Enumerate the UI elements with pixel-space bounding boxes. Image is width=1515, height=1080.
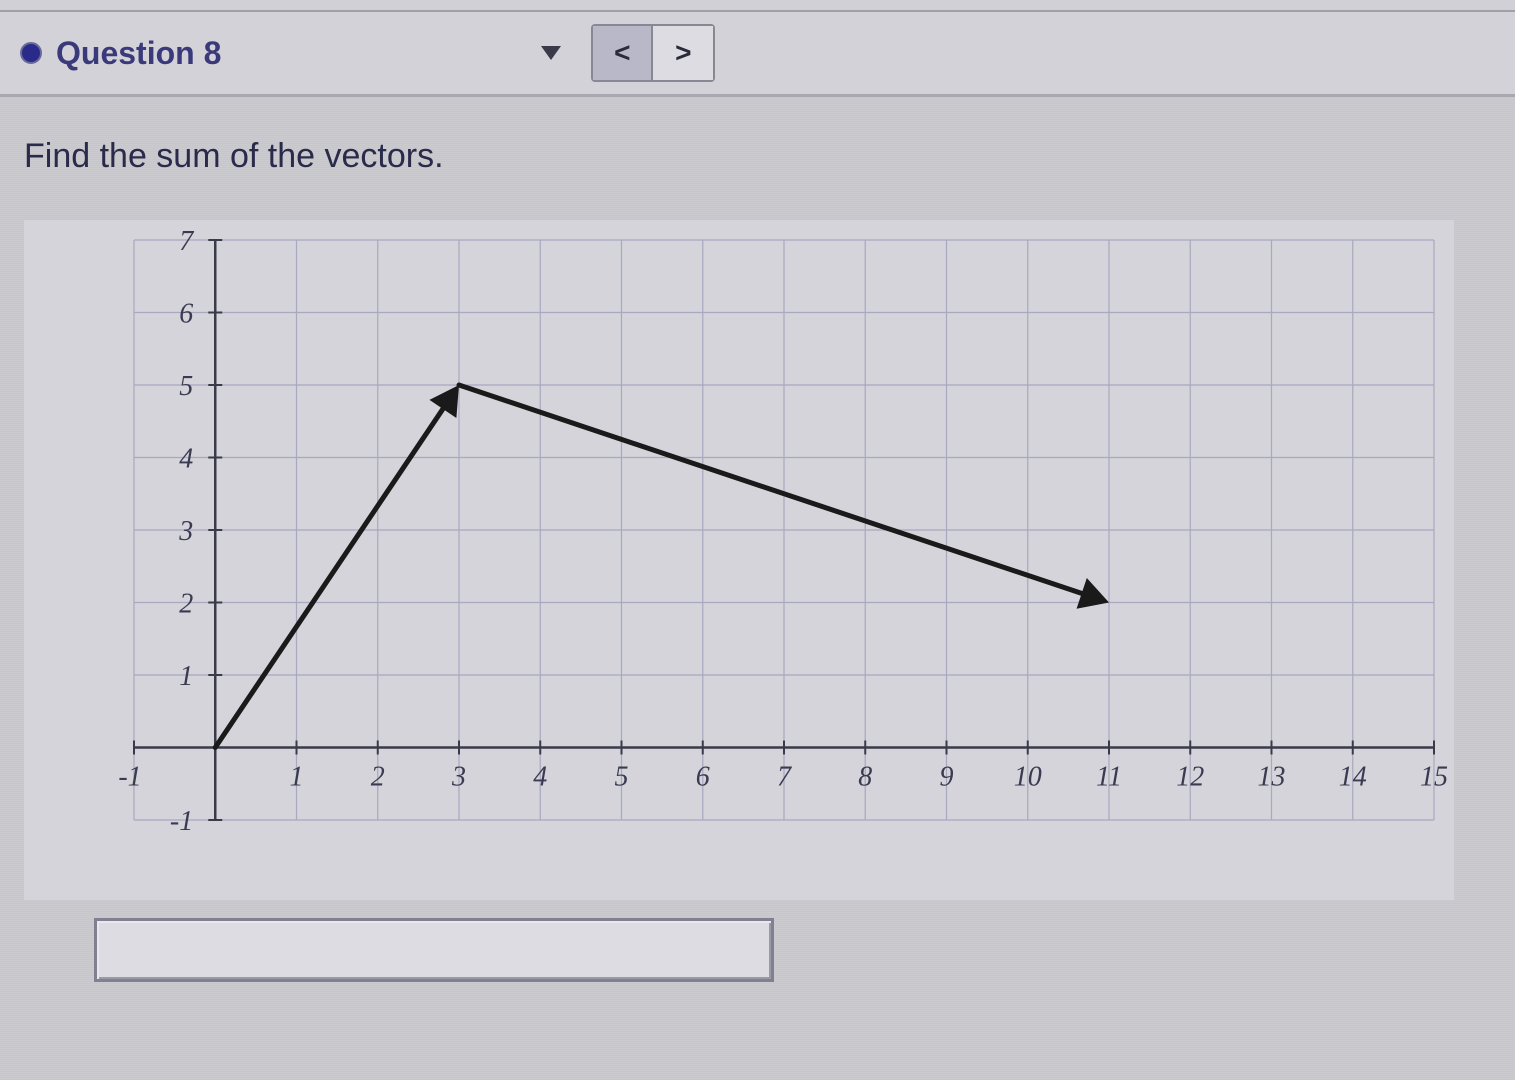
- svg-text:6: 6: [179, 299, 193, 330]
- svg-text:10: 10: [1014, 762, 1042, 793]
- svg-text:3: 3: [451, 762, 466, 793]
- dropdown-arrow-icon[interactable]: [541, 46, 561, 60]
- question-prompt: Find the sum of the vectors.: [24, 137, 1491, 176]
- content-area: Find the sum of the vectors. -1123456789…: [0, 97, 1515, 982]
- svg-text:2: 2: [371, 762, 385, 793]
- svg-text:4: 4: [533, 762, 547, 793]
- svg-text:-1: -1: [118, 762, 141, 793]
- question-nav-group: < >: [591, 24, 715, 82]
- page-root: Question 8 < > Find the sum of the vecto…: [0, 0, 1515, 1080]
- svg-text:14: 14: [1339, 762, 1367, 793]
- svg-text:3: 3: [178, 516, 193, 547]
- svg-text:5: 5: [179, 371, 193, 402]
- top-divider: [0, 0, 1515, 12]
- svg-text:6: 6: [696, 762, 710, 793]
- svg-text:15: 15: [1420, 762, 1448, 793]
- svg-text:5: 5: [615, 762, 629, 793]
- chart-svg: -1123456789101112131415-11234567: [24, 220, 1454, 900]
- svg-text:9: 9: [940, 762, 954, 793]
- svg-text:1: 1: [179, 661, 193, 692]
- svg-text:1: 1: [290, 762, 304, 793]
- svg-text:13: 13: [1258, 762, 1286, 793]
- next-question-button[interactable]: >: [653, 26, 713, 80]
- svg-text:11: 11: [1096, 762, 1122, 793]
- svg-text:-1: -1: [170, 806, 193, 837]
- question-bar: Question 8 < >: [0, 12, 1515, 97]
- svg-text:12: 12: [1176, 762, 1204, 793]
- svg-text:2: 2: [179, 589, 193, 620]
- svg-text:8: 8: [858, 762, 872, 793]
- svg-text:4: 4: [179, 444, 193, 475]
- question-title[interactable]: Question 8: [56, 35, 221, 72]
- status-dot-icon: [20, 42, 42, 64]
- vector-chart: -1123456789101112131415-11234567: [24, 220, 1454, 900]
- svg-text:7: 7: [777, 762, 792, 793]
- answer-input[interactable]: [94, 918, 774, 982]
- svg-text:7: 7: [179, 226, 194, 257]
- prev-question-button[interactable]: <: [593, 26, 653, 80]
